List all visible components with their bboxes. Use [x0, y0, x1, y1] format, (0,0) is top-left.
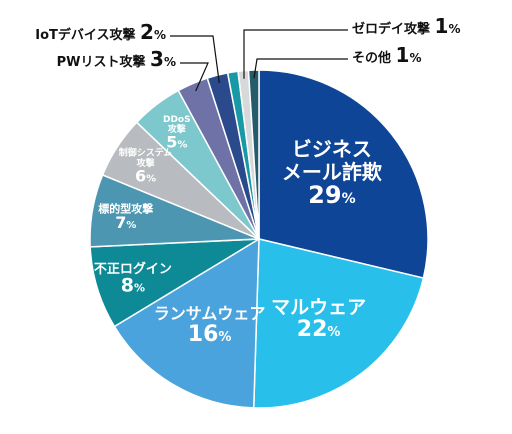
slice-label: PWリスト攻撃 3% — [57, 47, 176, 71]
pie-slices — [89, 69, 429, 409]
slice-label: 不正ログイン — [94, 261, 172, 277]
slice-label: IoTデバイス攻撃 2% — [35, 20, 166, 44]
slice-label: 攻撃 — [168, 123, 186, 135]
slice-value-label: 7% — [115, 213, 136, 232]
leader-line — [253, 58, 348, 79]
slice-label: DDoS — [163, 115, 191, 125]
slice-value-label: 6% — [135, 166, 156, 185]
slice-label: 制御システム — [119, 147, 173, 159]
slice-value-label: 8% — [121, 275, 145, 297]
leader-line — [243, 29, 348, 79]
slice-label: 標的型攻撃 — [98, 201, 153, 215]
leader-line — [180, 62, 209, 92]
slice-label: ランサムウェア — [154, 304, 266, 323]
slice-label: ゼロデイ攻撃 1% — [352, 14, 460, 38]
slice-label: ビジネス — [292, 137, 372, 161]
slice-label: マルウェア — [271, 296, 366, 318]
pie-slice — [258, 69, 429, 279]
pie-slice — [247, 69, 260, 240]
slice-label: メール詐欺 — [282, 160, 382, 184]
leader-line — [170, 35, 220, 84]
leader-lines — [170, 29, 348, 92]
slice-value-label: 29% — [308, 181, 355, 209]
slice-value-label: 22% — [297, 317, 341, 342]
pie-slice — [252, 238, 425, 409]
slice-label: その他 1% — [352, 43, 421, 67]
slice-label: 攻撃 — [137, 157, 155, 169]
pie-slice — [113, 237, 260, 409]
slice-value-label: 16% — [188, 322, 232, 347]
slice-value-label: 5% — [166, 133, 187, 152]
